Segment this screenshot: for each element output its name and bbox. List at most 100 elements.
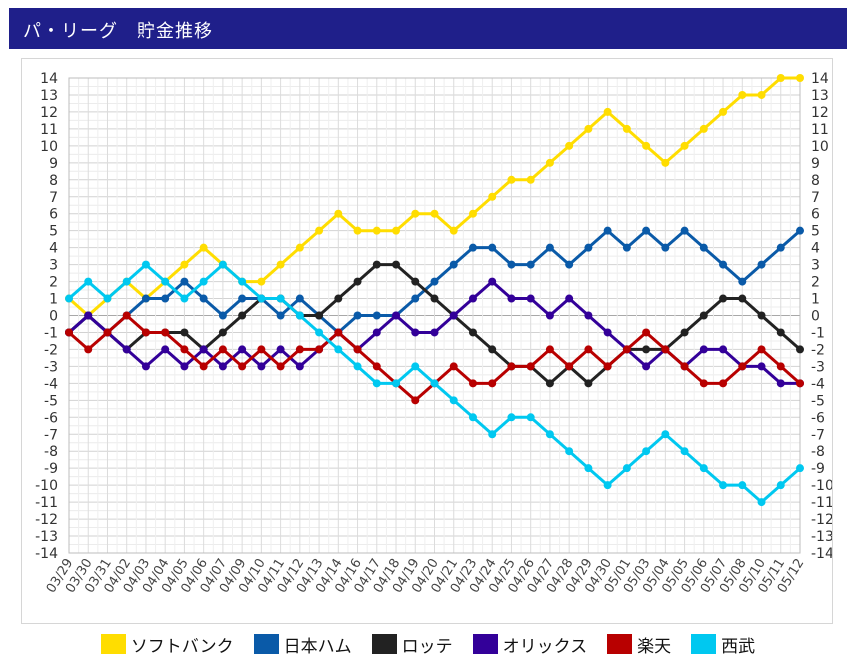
- y-tick-label-left: -7: [44, 427, 58, 443]
- legend-item: ソフトバンク: [100, 632, 234, 657]
- data-point: [392, 379, 401, 388]
- data-point: [680, 141, 689, 150]
- data-point: [545, 379, 554, 388]
- data-point: [488, 430, 497, 439]
- data-point: [238, 294, 247, 303]
- data-point: [565, 362, 574, 371]
- data-point: [738, 90, 747, 99]
- data-point: [141, 260, 150, 269]
- data-point: [642, 226, 651, 235]
- data-point: [642, 141, 651, 150]
- data-point: [449, 362, 458, 371]
- data-point: [161, 294, 170, 303]
- data-point: [545, 345, 554, 354]
- y-tick-label-right: 8: [811, 173, 820, 189]
- data-point: [103, 328, 112, 337]
- y-tick-label-left: -11: [35, 495, 58, 511]
- legend-swatch: [472, 634, 498, 654]
- legend-label: オリックス: [502, 636, 588, 657]
- y-tick-label-right: 0: [811, 309, 820, 325]
- data-point: [796, 226, 804, 235]
- data-point: [218, 362, 227, 371]
- data-point: [161, 328, 170, 337]
- data-point: [276, 294, 285, 303]
- data-point: [295, 294, 304, 303]
- y-tick-label-right: -8: [811, 444, 825, 460]
- data-point: [545, 430, 554, 439]
- y-tick-label-right: -6: [811, 410, 825, 426]
- legend-label: 日本ハム: [283, 636, 352, 657]
- data-point: [680, 362, 689, 371]
- y-tick-label-left: -6: [44, 410, 58, 426]
- data-point: [315, 226, 324, 235]
- data-point: [603, 226, 612, 235]
- data-point: [545, 158, 554, 167]
- data-point: [622, 464, 631, 473]
- line-chart: -14 -14-13 -13-12 -12-11 -11-10 -10-9 -9-8 -8-7…: [35, 71, 832, 596]
- y-tick-label-left: -1: [44, 325, 58, 341]
- data-point: [257, 277, 266, 286]
- y-tick-label-left: 6: [49, 207, 58, 223]
- data-point: [276, 345, 285, 354]
- data-point: [372, 362, 381, 371]
- legend: ソフトバンク 日本ハム ロッテ オリックス 楽天 西武: [0, 630, 856, 658]
- data-point: [180, 260, 189, 269]
- data-point: [334, 294, 343, 303]
- data-point: [468, 328, 477, 337]
- data-point: [584, 243, 593, 252]
- data-point: [449, 260, 458, 269]
- data-point: [699, 464, 708, 473]
- data-point: [372, 328, 381, 337]
- data-point: [699, 345, 708, 354]
- data-point: [507, 413, 516, 422]
- legend-swatch: [607, 634, 633, 654]
- data-point: [738, 277, 747, 286]
- data-point: [276, 260, 285, 269]
- y-tick-label-left: 0: [49, 309, 58, 325]
- data-point: [353, 226, 362, 235]
- y-tick-label-right: -2: [811, 342, 825, 358]
- y-tick-label-right: 9: [811, 156, 820, 172]
- title-bar: パ・リーグ 貯金推移: [9, 8, 847, 49]
- data-point: [603, 107, 612, 116]
- data-point: [315, 345, 324, 354]
- legend-label: 楽天: [637, 636, 672, 657]
- data-point: [257, 345, 266, 354]
- legend-item: 楽天: [607, 632, 671, 657]
- y-tick-label-right: 6: [811, 207, 820, 223]
- data-point: [699, 124, 708, 133]
- y-tick-label-right: -4: [811, 376, 825, 392]
- y-tick-label-right: -5: [811, 393, 825, 409]
- data-point: [507, 294, 516, 303]
- data-point: [392, 311, 401, 320]
- data-point: [738, 294, 747, 303]
- data-point: [84, 345, 93, 354]
- data-point: [680, 447, 689, 456]
- data-point: [84, 311, 93, 320]
- data-point: [468, 413, 477, 422]
- data-point: [468, 209, 477, 218]
- data-point: [180, 277, 189, 286]
- data-point: [603, 362, 612, 371]
- data-point: [65, 294, 73, 303]
- y-tick-label-right: -13: [811, 529, 832, 545]
- data-point: [719, 481, 728, 490]
- data-point: [507, 260, 516, 269]
- y-tick-label-right: 7: [811, 190, 820, 206]
- data-point: [141, 328, 150, 337]
- data-point: [642, 345, 651, 354]
- legend-label: ロッテ: [401, 636, 453, 657]
- data-point: [526, 294, 535, 303]
- data-point: [468, 243, 477, 252]
- legend-swatch: [100, 634, 126, 654]
- data-point: [449, 311, 458, 320]
- data-point: [257, 294, 266, 303]
- y-tick-label-right: 12: [811, 105, 829, 121]
- y-tick-label-left: 3: [49, 258, 58, 274]
- data-point: [257, 362, 266, 371]
- data-point: [526, 260, 535, 269]
- data-point: [776, 328, 785, 337]
- data-point: [757, 311, 766, 320]
- data-point: [699, 311, 708, 320]
- y-tick-label-right: 1: [811, 292, 820, 308]
